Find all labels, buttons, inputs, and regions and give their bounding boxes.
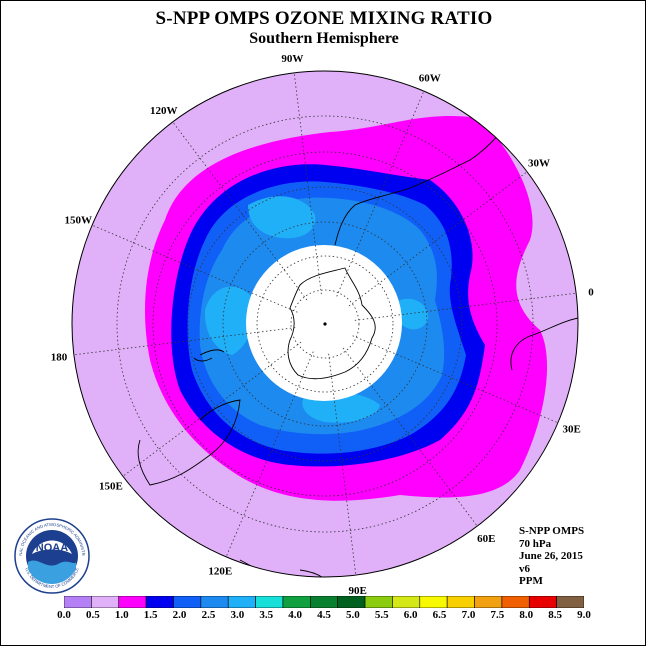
colorbar-swatch [310, 596, 338, 608]
continent-coastlines [137, 119, 578, 577]
meridian-line [328, 353, 357, 576]
colorbar-tick-label: 2.0 [172, 609, 187, 621]
meridian-line [293, 72, 322, 295]
longitude-label: 150E [99, 480, 123, 492]
colorbar-tick-label: 0.0 [57, 609, 71, 621]
longitude-label: 0 [588, 286, 594, 298]
noaa-logo: NOAA NATIONAL OCEANIC AND ATMOSPHERIC AD… [14, 518, 90, 594]
ozone-level-3-0-3-5-region-2 [204, 286, 254, 355]
map-subtitle: Southern Hemisphere [249, 30, 399, 47]
colorbar-swatch [145, 596, 174, 608]
longitude-label: 120E [208, 566, 232, 578]
colorbar-swatch [173, 596, 202, 608]
longitude-label: 30W [528, 158, 550, 170]
meridian-line [352, 335, 559, 424]
colorbar-tick-label: 0.5 [86, 609, 100, 621]
colorbar-swatch [364, 596, 393, 608]
map-info: S-NPP OMPS 70 hPa June 26, 2015 v6 PPM [519, 525, 584, 588]
longitude-label: 150W [65, 214, 93, 226]
meridian-line [172, 121, 308, 301]
colorbar-tick-label: 7.0 [461, 609, 476, 621]
colorbar-swatch [474, 596, 503, 608]
colorbar-swatch [118, 596, 147, 608]
colorbar-swatch [337, 596, 366, 608]
map-title: S-NPP OMPS OZONE MIXING RATIO [155, 8, 493, 29]
units-label: PPM [519, 575, 543, 587]
colorbar-tick-label: 6.0 [403, 609, 418, 621]
colorbar-swatch [392, 596, 421, 608]
longitude-label: 120W [150, 105, 178, 117]
colorbar-swatch [282, 596, 311, 608]
longitude-label: 60E [477, 533, 495, 545]
south-pole-marker [323, 322, 327, 326]
australia-coastline [137, 399, 241, 486]
date-label: June 26, 2015 [519, 550, 583, 562]
meridian-line [122, 341, 302, 477]
colorbar-swatch [501, 596, 530, 608]
colorbar-tick-label: 7.5 [490, 609, 505, 621]
colorbar-tick-label: 3.0 [230, 609, 245, 621]
colorbar-tick-label: 3.5 [259, 609, 274, 621]
ozone-level-3-0-3-5-region [248, 196, 316, 239]
longitude-label: 30E [563, 424, 581, 436]
colorbar-swatch [91, 596, 120, 608]
colorbar-tick-label: 9.0 [577, 609, 591, 621]
instrument-label: S-NPP OMPS [519, 525, 585, 537]
colorbar-tick-label: 8.0 [519, 609, 534, 621]
africa-coastline [510, 317, 578, 371]
pressure-level-label: 70 hPa [519, 537, 552, 550]
colorbar-swatch [446, 596, 475, 608]
colorbar-swatch [255, 596, 284, 608]
longitude-label: 180 [51, 352, 68, 364]
meridian-line [342, 347, 478, 527]
colorbar-tick-label: 2.5 [201, 609, 216, 621]
latitude-circle-30s [116, 115, 534, 533]
south-america-coastline [334, 119, 511, 246]
latitude-circle-40s [152, 151, 498, 497]
meridian-line [336, 90, 425, 297]
colorbar-tick-label: 1.0 [114, 609, 129, 621]
colorbar-swatch [419, 596, 448, 608]
colorbar-tick-label: 4.5 [317, 609, 331, 621]
longitude-label: 90W [281, 53, 303, 65]
longitude-label: 60W [419, 72, 441, 84]
version-label: v6 [519, 562, 530, 575]
graticule [73, 72, 577, 576]
colorbar-tick-label: 8.5 [548, 609, 562, 621]
colorbar-swatch [556, 596, 584, 608]
colorbar [64, 596, 584, 608]
colorbar-swatch [227, 596, 256, 608]
new-zealand-coastline [193, 349, 225, 362]
colorbar-swatch [528, 596, 557, 608]
colorbar-tick-label: 6.5 [432, 609, 447, 621]
meridian-line [91, 224, 298, 313]
map-boundary [71, 70, 579, 578]
colorbar-swatch [64, 596, 92, 608]
colorbar-swatch [200, 596, 229, 608]
meridian-line [225, 351, 314, 558]
colorbar-tick-label: 1.5 [143, 609, 158, 621]
antarctica-coastline [287, 267, 376, 380]
latitude-circle-80s [290, 289, 360, 359]
colorbar-tick-label: 4.0 [288, 609, 302, 621]
meridian-line [354, 292, 577, 321]
noaa-logo-text: NOAA [36, 542, 68, 554]
latitude-circle-50s [187, 186, 463, 462]
meridian-line [73, 327, 296, 356]
longitude-label: 90E [348, 585, 366, 597]
ozone-level-3-0-3-5-region-4 [396, 298, 429, 330]
colorbar-tick-label: 5.5 [374, 609, 389, 621]
latitude-circle-70s [256, 255, 394, 393]
latitude-circle-60s [222, 221, 428, 427]
meridian-line [348, 171, 528, 307]
colorbar-tick-label: 5.0 [346, 609, 360, 621]
